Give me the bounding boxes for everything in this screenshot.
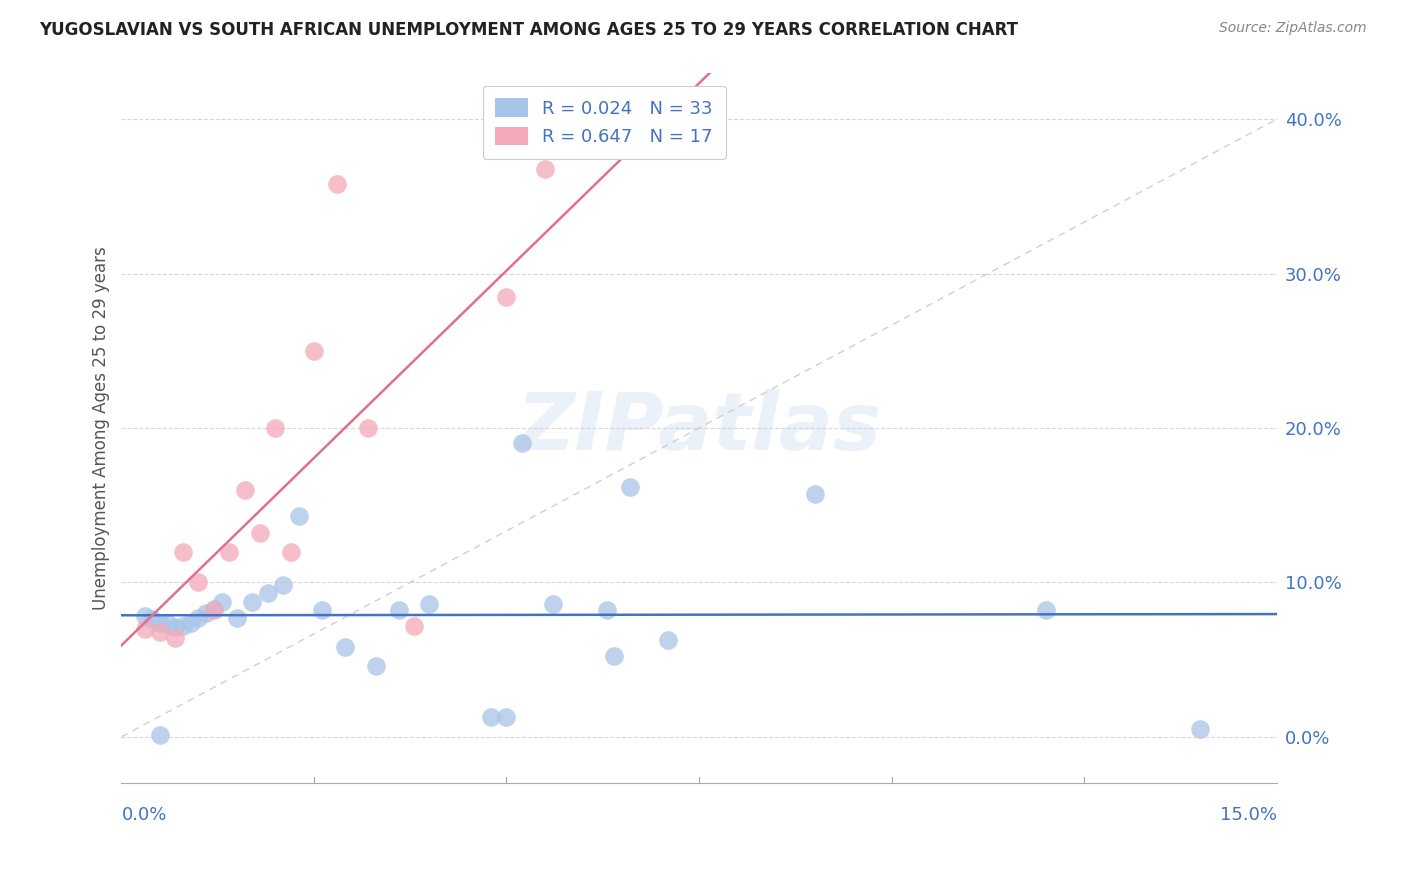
Point bbox=[202, 601, 225, 615]
Point bbox=[202, 603, 225, 617]
Point bbox=[595, 603, 617, 617]
Point bbox=[495, 290, 517, 304]
Point bbox=[357, 421, 380, 435]
Point bbox=[479, 709, 502, 723]
Point bbox=[218, 544, 240, 558]
Point bbox=[180, 615, 202, 630]
Point bbox=[495, 709, 517, 723]
Point bbox=[172, 618, 194, 632]
Point bbox=[149, 728, 172, 742]
Point bbox=[280, 544, 302, 558]
Point bbox=[404, 618, 426, 632]
Point bbox=[271, 578, 294, 592]
Text: 0.0%: 0.0% bbox=[121, 806, 167, 824]
Point bbox=[1188, 722, 1211, 736]
Point bbox=[256, 586, 278, 600]
Point bbox=[149, 615, 172, 630]
Point bbox=[187, 611, 209, 625]
Point bbox=[364, 658, 387, 673]
Text: 15.0%: 15.0% bbox=[1219, 806, 1277, 824]
Point bbox=[134, 609, 156, 624]
Point bbox=[510, 436, 533, 450]
Point bbox=[418, 597, 440, 611]
Point bbox=[302, 343, 325, 358]
Point bbox=[165, 620, 187, 634]
Text: YUGOSLAVIAN VS SOUTH AFRICAN UNEMPLOYMENT AMONG AGES 25 TO 29 YEARS CORRELATION : YUGOSLAVIAN VS SOUTH AFRICAN UNEMPLOYMEN… bbox=[39, 21, 1018, 39]
Point bbox=[287, 509, 309, 524]
Point bbox=[264, 421, 287, 435]
Y-axis label: Unemployment Among Ages 25 to 29 years: Unemployment Among Ages 25 to 29 years bbox=[93, 246, 110, 610]
Point bbox=[326, 177, 349, 191]
Point bbox=[311, 603, 333, 617]
Point bbox=[211, 595, 233, 609]
Text: ZIPatlas: ZIPatlas bbox=[516, 389, 882, 467]
Point bbox=[165, 631, 187, 645]
Point bbox=[226, 611, 249, 625]
Point bbox=[803, 487, 825, 501]
Point bbox=[1035, 603, 1057, 617]
Point bbox=[141, 612, 163, 626]
Point bbox=[249, 526, 271, 541]
Point bbox=[149, 624, 172, 639]
Point bbox=[388, 603, 411, 617]
Point bbox=[333, 640, 356, 655]
Point bbox=[195, 607, 218, 621]
Point bbox=[240, 595, 263, 609]
Point bbox=[134, 622, 156, 636]
Point bbox=[233, 483, 256, 497]
Point bbox=[603, 649, 626, 664]
Point bbox=[619, 480, 641, 494]
Legend: R = 0.024   N = 33, R = 0.647   N = 17: R = 0.024 N = 33, R = 0.647 N = 17 bbox=[482, 86, 725, 159]
Point bbox=[156, 617, 179, 632]
Point bbox=[172, 544, 194, 558]
Text: Source: ZipAtlas.com: Source: ZipAtlas.com bbox=[1219, 21, 1367, 36]
Point bbox=[534, 161, 557, 176]
Point bbox=[187, 575, 209, 590]
Point bbox=[657, 632, 679, 647]
Point bbox=[541, 597, 564, 611]
